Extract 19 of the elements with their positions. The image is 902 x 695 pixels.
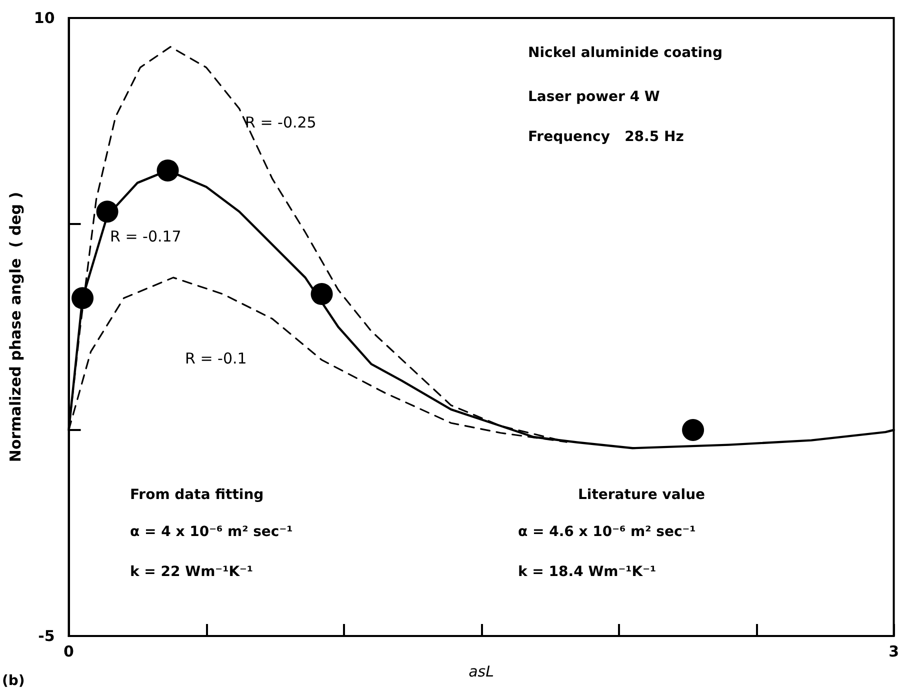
annotation: Laser power 4 W <box>528 89 660 105</box>
y-tick-label: 10 <box>34 9 55 27</box>
annotation: R = -0.17 <box>110 228 182 246</box>
annotation: k = 18.4 Wm⁻¹K⁻¹ <box>518 564 656 580</box>
annotation: R = -0.25 <box>245 114 316 132</box>
x-tick-label: 3 <box>888 642 899 660</box>
text: (b) <box>2 673 25 689</box>
x-tick-label: 0 <box>64 642 74 660</box>
annotation: α = 4.6 x 10⁻⁶ m² sec⁻¹ <box>518 524 696 540</box>
y-axis-title: Normalized phase angle ( deg ) <box>6 192 24 462</box>
annotation: α = 4 x 10⁻⁶ m² sec⁻¹ <box>130 524 293 540</box>
annotation: From data fitting <box>130 487 264 503</box>
annotation: R = -0.1 <box>185 350 247 368</box>
x-axis-title: asL <box>468 662 494 680</box>
y-tick-label: -5 <box>38 627 55 645</box>
annotation: k = 22 Wm⁻¹K⁻¹ <box>130 564 254 580</box>
annotation: Frequency 28.5 Hz <box>528 129 684 145</box>
annotation: Literature value <box>578 487 706 503</box>
annotation: Nickel aluminide coating <box>528 45 723 61</box>
